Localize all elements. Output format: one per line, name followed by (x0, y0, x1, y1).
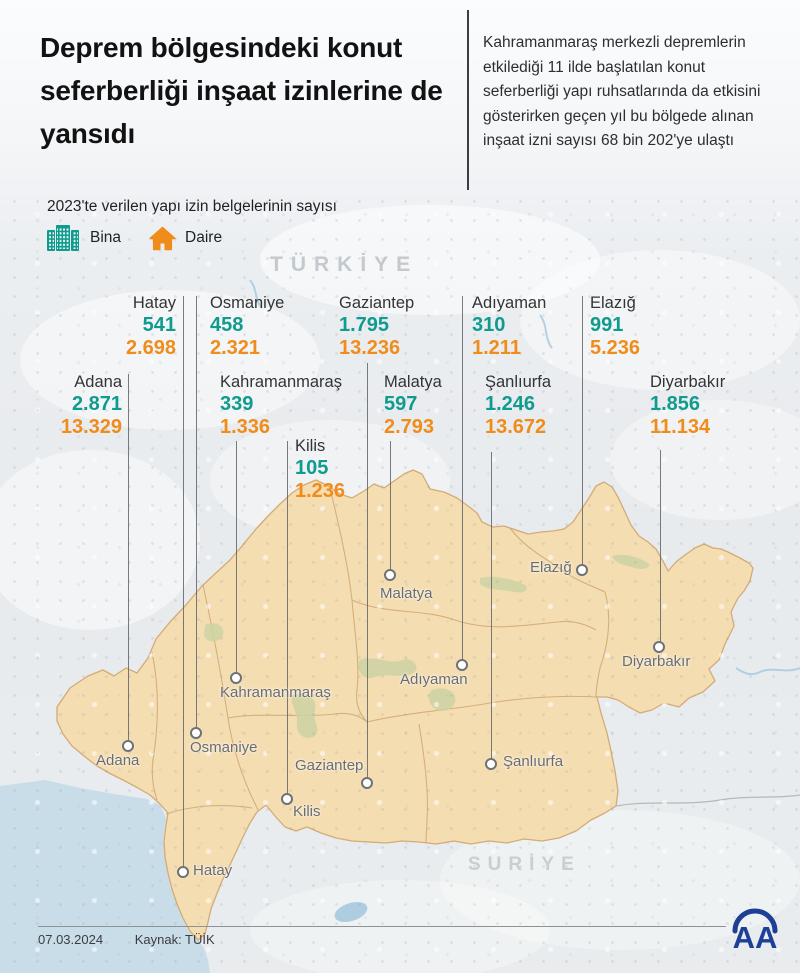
map-label-sanliurfa: Şanlıurfa (503, 753, 564, 770)
map-dot-elazig (576, 564, 588, 576)
province-stat-kahramanmaras: Kahramanmaraş 339 1.336 (220, 371, 380, 439)
province-stat-adana: Adana 2.871 13.329 (20, 371, 122, 439)
province-stat-osmaniye: Osmaniye 458 2.321 (210, 292, 350, 360)
leader-line-kahramanmaras (236, 441, 237, 679)
footer-divider (38, 926, 726, 927)
leader-line-diyarbakir (660, 450, 661, 648)
map-dot-sanliurfa (485, 758, 497, 770)
province-name: Diyarbakır (650, 373, 726, 391)
bina-value: 1.856 (650, 393, 701, 415)
footer-date: 07.03.2024 (38, 932, 104, 947)
country-label-turkiye: TÜRKİYE (270, 253, 419, 276)
page-title: Deprem bölgesindeki konut seferberliği i… (40, 32, 443, 149)
province-stat-elazig: Elazığ 991 5.236 (590, 292, 730, 360)
daire-value: 5.236 (590, 337, 641, 359)
province-name: Gaziantep (339, 294, 415, 312)
province-stat-sanliurfa: Şanlıurfa 1.246 13.672 (485, 371, 625, 439)
anadolu-agency-logo: AA (732, 908, 778, 955)
map-dot-adiyaman (456, 659, 468, 671)
daire-value: 13.236 (339, 337, 401, 359)
province-name: Kahramanmaraş (220, 373, 342, 391)
daire-value: 13.672 (485, 416, 547, 438)
map-label-hatay: Hatay (193, 862, 233, 879)
intro-paragraph: Kahramanmaraş merkezli depremlerin etkil… (483, 34, 761, 149)
map-label-osmaniye: Osmaniye (190, 739, 258, 756)
bina-value: 991 (590, 314, 624, 336)
map-label-gaziantep: Gaziantep (295, 757, 364, 774)
bina-value: 339 (220, 393, 254, 415)
map-dot-malatya (384, 569, 396, 581)
province-name: Elazığ (590, 294, 636, 312)
leader-line-kilis (287, 441, 288, 800)
province-stat-hatay: Hatay 541 2.698 (76, 292, 176, 360)
province-stat-diyarbakir: Diyarbakır 1.856 11.134 (650, 371, 790, 439)
map-dot-hatay (177, 866, 189, 878)
map-dot-kahramanmaras (230, 672, 242, 684)
leader-line-adana (128, 374, 129, 747)
leader-line-osmaniye (196, 296, 197, 734)
daire-value: 13.329 (60, 416, 122, 438)
province-name: Şanlıurfa (485, 373, 552, 391)
country-label-suriye: SURİYE (468, 854, 581, 875)
header-divider (467, 10, 469, 190)
leader-line-hatay (183, 296, 184, 873)
footer-source: Kaynak: TÜİK (134, 932, 215, 947)
syria-border-line (615, 794, 800, 807)
leader-line-sanliurfa (491, 452, 492, 765)
bina-value: 105 (295, 457, 329, 479)
daire-value: 2.698 (125, 337, 176, 359)
map-label-adiyaman: Adıyaman (400, 671, 468, 688)
daire-value: 11.134 (650, 416, 711, 438)
map-dot-gaziantep (361, 777, 373, 789)
province-stat-gaziantep: Gaziantep 1.795 13.236 (339, 292, 479, 360)
bina-value: 1.795 (339, 314, 390, 336)
province-name: Kilis (295, 437, 326, 455)
map-dot-osmaniye (190, 727, 202, 739)
province-name: Osmaniye (210, 294, 285, 312)
map-label-malatya: Malatya (380, 585, 433, 602)
bina-value: 1.246 (485, 393, 536, 415)
map-label-kilis: Kilis (293, 803, 321, 820)
map-label-elazig: Elazığ (530, 559, 572, 576)
map-label-kahramanmaras: Kahramanmaraş (220, 684, 331, 701)
daire-value: 1.236 (295, 480, 346, 502)
province-name: Hatay (132, 294, 176, 312)
footer: 07.03.2024 Kaynak: TÜİK (38, 932, 215, 947)
map-dot-adana (122, 740, 134, 752)
province-name: Adana (74, 373, 122, 391)
aa-logo-text: AA (733, 920, 778, 955)
map-dot-diyarbakir (653, 641, 665, 653)
daire-value: 2.321 (210, 337, 261, 359)
bina-value: 458 (210, 314, 244, 336)
bina-value: 2.871 (71, 393, 122, 415)
map-label-diyarbakir: Diyarbakır (622, 653, 691, 670)
map-label-adana: Adana (96, 752, 140, 769)
bina-value: 541 (142, 314, 176, 336)
map-dot-kilis (281, 793, 293, 805)
province-stat-kilis: Kilis 105 1.236 (295, 435, 415, 503)
